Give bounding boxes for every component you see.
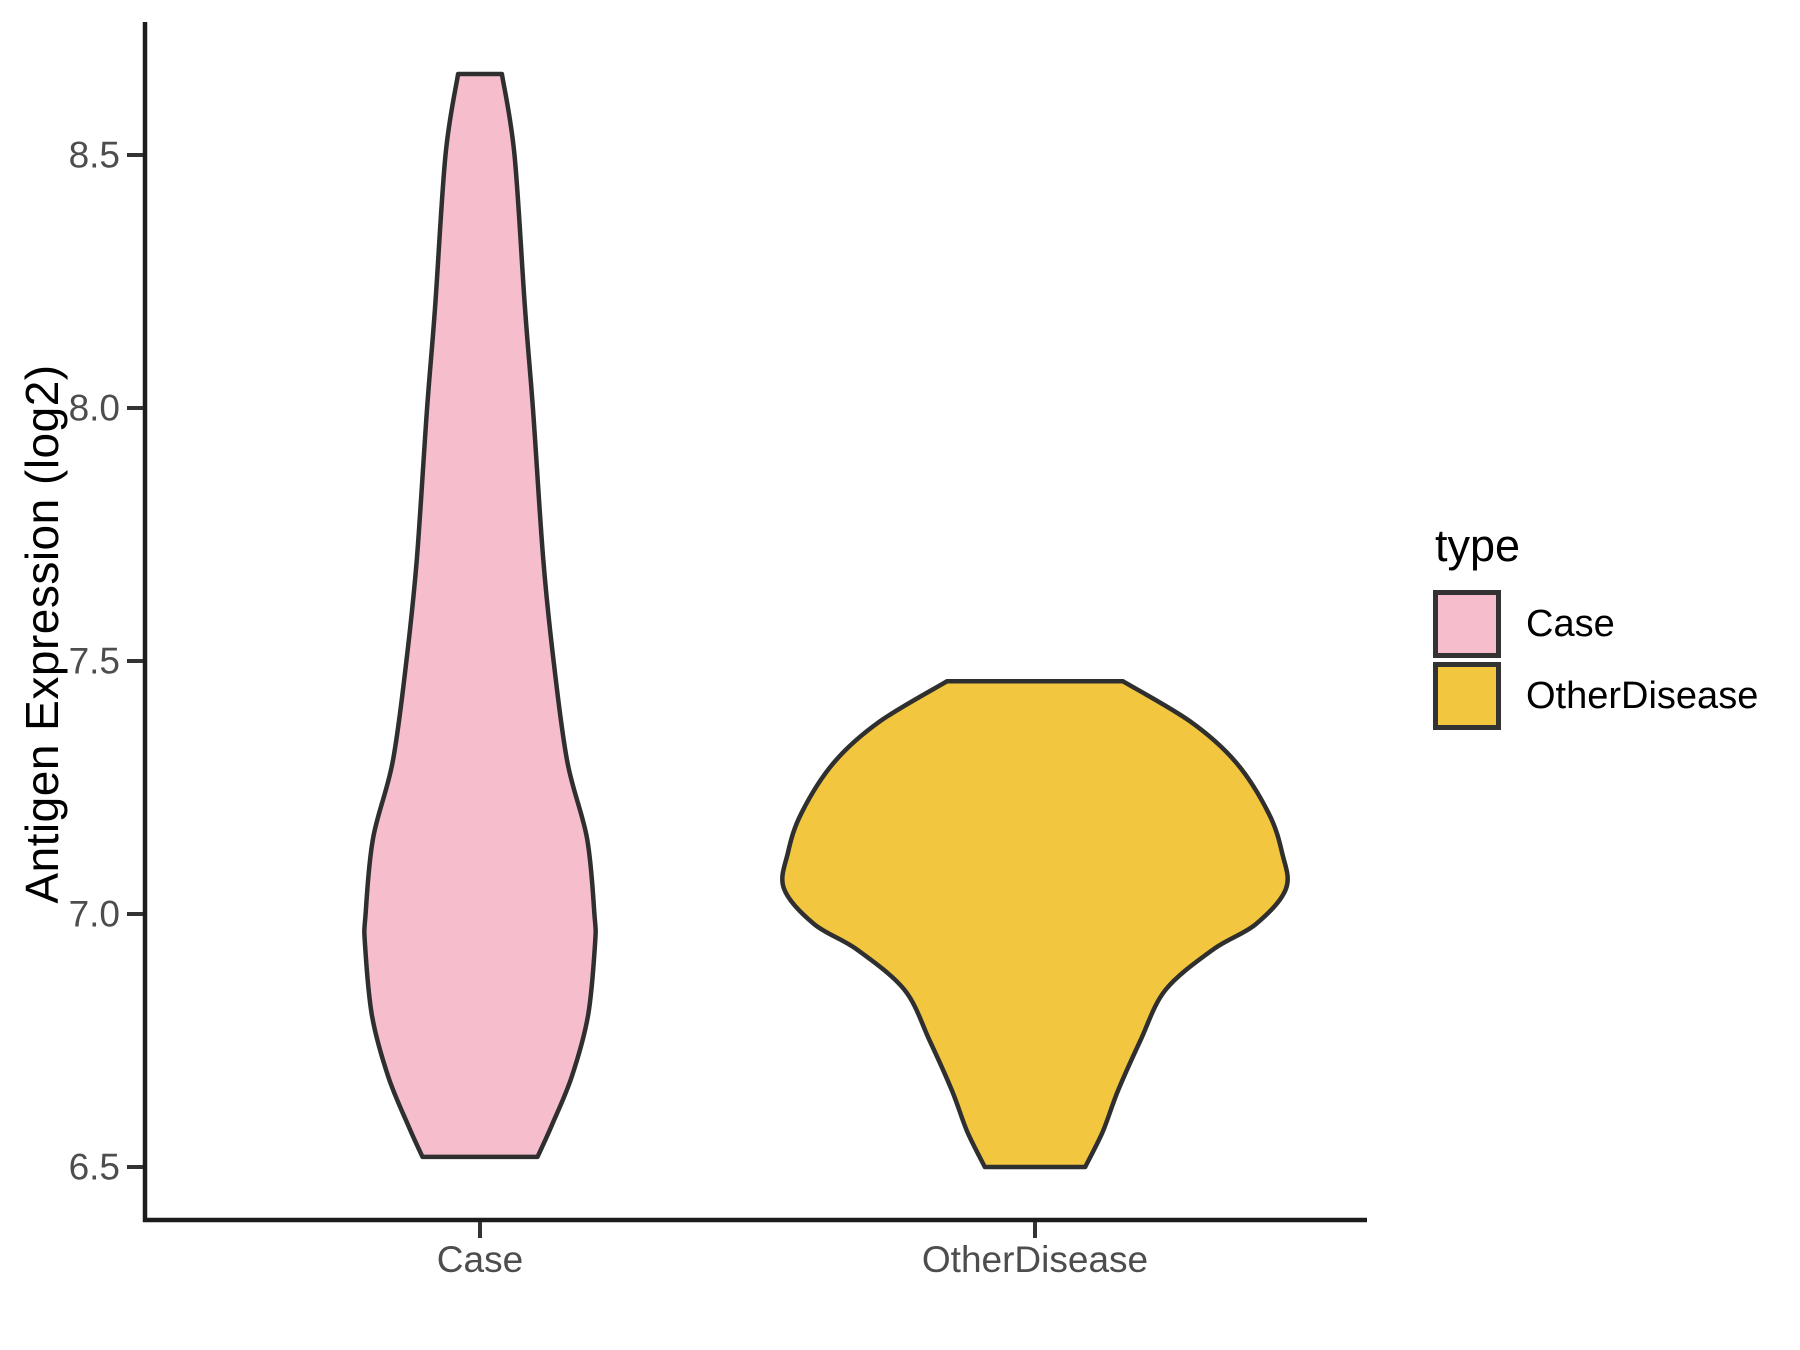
y-tick-label-8.0: 8.0 (69, 388, 120, 429)
legend-label-case: Case (1526, 602, 1615, 645)
y-tick-label-6.5: 6.5 (69, 1147, 120, 1188)
y-axis-title: Antigen Expression (log2) (16, 364, 68, 904)
legend-item-otherdisease: OtherDisease (1433, 660, 1758, 732)
y-tick-label-7.0: 7.0 (69, 894, 120, 935)
legend-label-otherdisease: OtherDisease (1526, 674, 1759, 717)
x-tick-label-otherdisease: OtherDisease (922, 1239, 1148, 1280)
legend-title: type (1435, 520, 1521, 571)
x-tick-label-case: Case (437, 1239, 523, 1280)
legend-key-swatch-otherdisease (1433, 662, 1501, 730)
violin-case (362, 71, 598, 1160)
y-tick-label-7.5: 7.5 (69, 641, 120, 682)
legend-item-case: Case (1433, 588, 1758, 660)
legend-key-swatch-case (1433, 590, 1501, 658)
y-tick-label-8.5: 8.5 (69, 135, 120, 176)
violin-otherdisease (780, 678, 1290, 1170)
legend: type Case OtherDisease (1433, 520, 1758, 732)
